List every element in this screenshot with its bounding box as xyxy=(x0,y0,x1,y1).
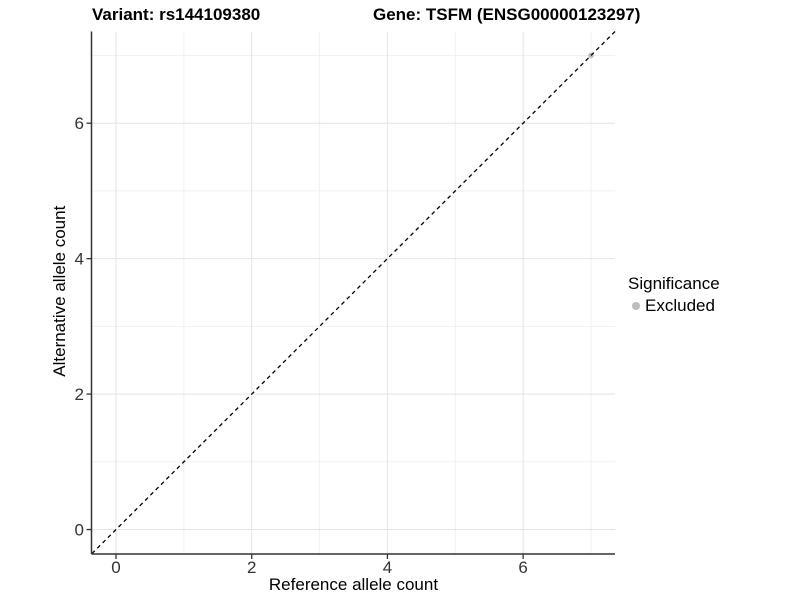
legend-item-label: Excluded xyxy=(645,296,715,316)
x-tick-label: 0 xyxy=(111,558,120,577)
excluded-point-icon xyxy=(632,301,640,310)
x-tick-label: 4 xyxy=(383,558,392,577)
x-tick-label: 2 xyxy=(247,558,256,577)
x-tick-label: 6 xyxy=(518,558,527,577)
identity-dashed-line xyxy=(91,31,616,554)
legend-title: Significance xyxy=(628,274,720,293)
x-axis-title: Reference allele count xyxy=(268,575,439,594)
y-axis-title: Alternative allele count xyxy=(49,205,69,377)
y-tick-label: 0 xyxy=(75,521,84,540)
plot-title-variant: Variant: rs144109380 xyxy=(92,5,261,24)
y-tick-label: 4 xyxy=(75,250,84,269)
legend-item-excluded: Excluded xyxy=(628,295,793,316)
y-tick-label: 6 xyxy=(75,114,84,133)
plot-title-gene: Gene: TSFM (ENSG00000123297) xyxy=(373,5,641,24)
y-tick-label: 2 xyxy=(75,385,84,404)
legend: Significance Excluded xyxy=(628,273,793,317)
